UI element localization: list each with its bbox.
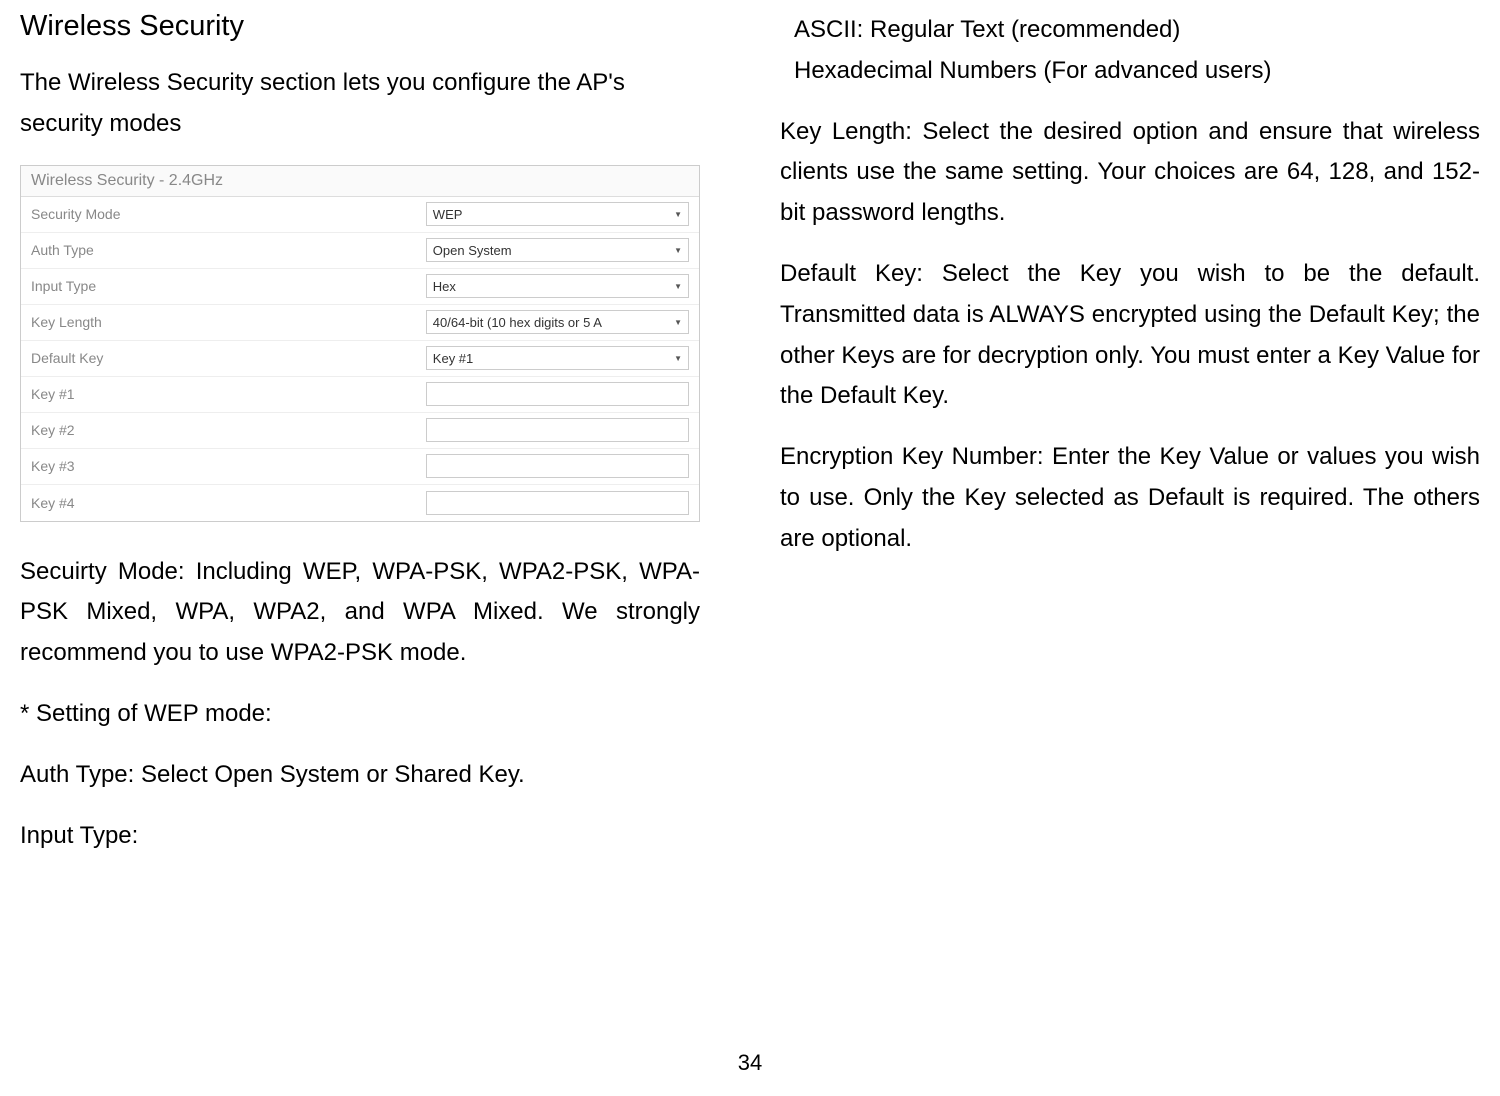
control-auth-type: Open System	[426, 238, 689, 262]
row-key-length: Key Length 40/64-bit (10 hex digits or 5…	[21, 305, 699, 341]
label-default-key: Default Key	[31, 350, 426, 366]
row-key-3: Key #3	[21, 449, 699, 485]
control-key-1	[426, 382, 689, 406]
control-input-type: Hex	[426, 274, 689, 298]
label-key-length: Key Length	[31, 314, 426, 330]
hex-text: Hexadecimal Numbers (For advanced users)	[780, 51, 1480, 92]
label-key-3: Key #3	[31, 458, 426, 474]
wireless-security-heading: Wireless Security	[20, 10, 700, 43]
wep-mode-heading: * Setting of WEP mode:	[20, 694, 700, 735]
control-key-4	[426, 491, 689, 515]
left-column: Wireless Security The Wireless Security …	[0, 0, 750, 1096]
label-key-1: Key #1	[31, 386, 426, 402]
control-key-3	[426, 454, 689, 478]
default-key-paragraph: Default Key: Select the Key you wish to …	[780, 254, 1480, 417]
config-screenshot: Wireless Security - 2.4GHz Security Mode…	[20, 165, 700, 522]
input-key-2[interactable]	[426, 418, 689, 442]
page-number: 34	[738, 1050, 762, 1076]
row-input-type: Input Type Hex	[21, 269, 699, 305]
row-key-2: Key #2	[21, 413, 699, 449]
intro-paragraph: The Wireless Security section lets you c…	[20, 63, 700, 145]
label-key-2: Key #2	[31, 422, 426, 438]
control-key-2	[426, 418, 689, 442]
row-default-key: Default Key Key #1	[21, 341, 699, 377]
ascii-text: ASCII: Regular Text (recommended)	[780, 10, 1480, 51]
row-key-4: Key #4	[21, 485, 699, 521]
input-key-1[interactable]	[426, 382, 689, 406]
label-auth-type: Auth Type	[31, 242, 426, 258]
page-container: Wireless Security The Wireless Security …	[0, 0, 1500, 1096]
row-security-mode: Security Mode WEP	[21, 197, 699, 233]
select-input-type[interactable]: Hex	[426, 274, 689, 298]
select-auth-type[interactable]: Open System	[426, 238, 689, 262]
label-input-type: Input Type	[31, 278, 426, 294]
label-key-4: Key #4	[31, 495, 426, 511]
right-column: ASCII: Regular Text (recommended) Hexade…	[750, 0, 1500, 1096]
row-key-1: Key #1	[21, 377, 699, 413]
input-key-4[interactable]	[426, 491, 689, 515]
select-key-length[interactable]: 40/64-bit (10 hex digits or 5 A	[426, 310, 689, 334]
input-type-label: Input Type:	[20, 816, 700, 857]
input-key-3[interactable]	[426, 454, 689, 478]
select-default-key[interactable]: Key #1	[426, 346, 689, 370]
row-auth-type: Auth Type Open System	[21, 233, 699, 269]
encryption-key-paragraph: Encryption Key Number: Enter the Key Val…	[780, 437, 1480, 559]
select-security-mode[interactable]: WEP	[426, 202, 689, 226]
security-mode-paragraph: Secuirty Mode: Including WEP, WPA-PSK, W…	[20, 552, 700, 674]
screenshot-title: Wireless Security - 2.4GHz	[21, 166, 699, 197]
label-security-mode: Security Mode	[31, 206, 426, 222]
control-key-length: 40/64-bit (10 hex digits or 5 A	[426, 310, 689, 334]
key-length-paragraph: Key Length: Select the desired option an…	[780, 112, 1480, 234]
control-default-key: Key #1	[426, 346, 689, 370]
control-security-mode: WEP	[426, 202, 689, 226]
auth-type-paragraph: Auth Type: Select Open System or Shared …	[20, 755, 700, 796]
